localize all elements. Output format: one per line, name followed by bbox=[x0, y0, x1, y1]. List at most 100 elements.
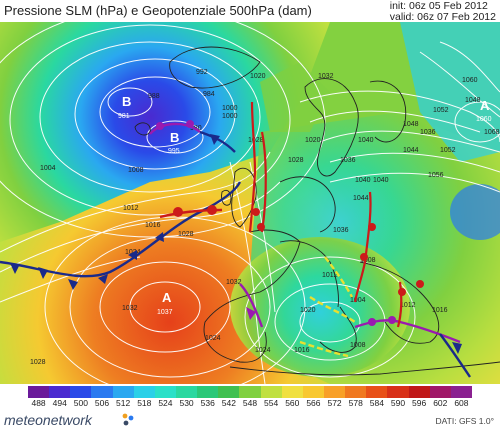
trough-uk bbox=[248, 101, 257, 233]
scale-swatch bbox=[91, 386, 113, 398]
isobar-label: 988 bbox=[148, 93, 160, 100]
isobar-label: 1068 bbox=[484, 129, 500, 136]
scale-swatch bbox=[218, 386, 240, 398]
isobar-label: 1024 bbox=[205, 335, 221, 342]
scale-label: 500 bbox=[73, 398, 88, 408]
occlusion-symbols bbox=[156, 120, 194, 130]
scale-label: 524 bbox=[158, 398, 173, 408]
scale-label: 578 bbox=[348, 398, 363, 408]
map-footer: meteonetwork DATI: GFS 1.0° bbox=[0, 410, 500, 432]
isobar-label: 1028 bbox=[178, 231, 194, 238]
isobar-label: 1016 bbox=[432, 307, 448, 314]
isobar-label: 1004 bbox=[40, 165, 56, 172]
isobar-label: 1040 bbox=[358, 137, 374, 144]
cold-front-ireland bbox=[199, 130, 236, 153]
scale-label: 512 bbox=[116, 398, 131, 408]
scale-label: 488 bbox=[31, 398, 46, 408]
isobar-label: 984 bbox=[203, 91, 215, 98]
isobar-label: 1056 bbox=[428, 172, 444, 179]
scale-label: 590 bbox=[390, 398, 406, 408]
occlusion-med-symbols bbox=[368, 316, 396, 326]
scale-swatch bbox=[450, 386, 472, 398]
warm-front-semicircles bbox=[173, 205, 217, 217]
scale-label: 584 bbox=[369, 398, 384, 408]
occluded-front-low bbox=[149, 122, 201, 135]
scale-label: 602 bbox=[433, 398, 448, 408]
meteonetwork-logo: meteonetwork bbox=[4, 412, 92, 428]
isobar-label: 1004 bbox=[350, 297, 366, 304]
isobar-label: 1044 bbox=[353, 195, 369, 202]
scale-swatch bbox=[408, 386, 430, 398]
isobar-label: 1052 bbox=[433, 107, 449, 114]
isobar-label: 1036 bbox=[333, 227, 349, 234]
isobar-labels: 992 988 984 980 1000 1004 1008 1012 1016… bbox=[30, 69, 500, 366]
trough-north-sea bbox=[260, 131, 267, 233]
geopotential-scale-labels: 488 494 500 506 512 518 524 530 536 542 548 554 560 5… bbox=[28, 398, 472, 410]
scale-swatch bbox=[366, 386, 388, 398]
map-header: Pressione SLM (hPa) e Geopotenziale 500h… bbox=[0, 0, 500, 23]
isobar-label: 1040 bbox=[373, 177, 389, 184]
high-symbol: A bbox=[480, 98, 490, 113]
scale-swatch bbox=[197, 386, 219, 398]
scale-label: 560 bbox=[285, 398, 300, 408]
isobar-label: 1020 bbox=[305, 137, 321, 144]
scale-swatch bbox=[112, 386, 134, 398]
isobar-label: 1060 bbox=[462, 77, 478, 84]
scale-label: 518 bbox=[137, 398, 152, 408]
cold-front-east-med-tri bbox=[452, 342, 462, 354]
cold-front-triangles bbox=[10, 232, 164, 290]
low-center-icelandic: B 981 bbox=[118, 94, 131, 120]
isobars bbox=[0, 22, 500, 384]
trough-yellow-alps bbox=[324, 256, 354, 298]
trough-central-europe bbox=[353, 191, 372, 303]
field-northeast bbox=[400, 22, 500, 162]
isobar-label: 1048 bbox=[403, 121, 419, 128]
init-date: init: 06z 05 Feb 2012 bbox=[389, 0, 488, 12]
trough-yellow-italy bbox=[309, 296, 356, 323]
scale-swatch bbox=[154, 386, 176, 398]
scale-label: 566 bbox=[306, 398, 321, 408]
isobar-label: 1012 bbox=[400, 302, 416, 309]
scale-swatch bbox=[260, 386, 282, 398]
cold-front-ireland-tri bbox=[210, 134, 220, 145]
scale-label: 548 bbox=[242, 398, 258, 408]
scale-swatch bbox=[28, 386, 50, 398]
cold-front-east-med bbox=[439, 333, 471, 378]
high-value: 1037 bbox=[157, 309, 173, 316]
isobar-label: 1040 bbox=[355, 177, 371, 184]
data-source: DATI: GFS 1.0° bbox=[435, 416, 494, 426]
scale-label: 494 bbox=[52, 398, 67, 408]
scale-swatch bbox=[429, 386, 451, 398]
scale-label: 596 bbox=[412, 398, 427, 408]
field-atlantic-low bbox=[0, 22, 330, 242]
scale-swatch bbox=[302, 386, 324, 398]
low-symbol: B bbox=[122, 94, 131, 109]
scale-label: 542 bbox=[221, 398, 236, 408]
scale-swatch bbox=[323, 386, 346, 398]
isobar-label: 1032 bbox=[226, 279, 242, 286]
isobar-label: 1048 bbox=[465, 97, 481, 104]
high-center-azores: A 1037 bbox=[157, 290, 173, 316]
field-med-low bbox=[230, 237, 410, 377]
low-center-secondary: B 995 bbox=[168, 130, 180, 155]
isobar-label: 992 bbox=[196, 69, 208, 76]
isobar-label: 1008 bbox=[128, 167, 144, 174]
low-value: 995 bbox=[168, 148, 180, 155]
isobar-label: 1020 bbox=[300, 307, 316, 314]
isobar-label: 1012 bbox=[322, 272, 338, 279]
scale-swatch bbox=[70, 386, 92, 398]
trough-yellow-south bbox=[299, 340, 349, 358]
trough-central-marks bbox=[360, 223, 376, 261]
isobar-label: 1028 bbox=[30, 359, 46, 366]
scale-label: 506 bbox=[94, 398, 110, 408]
scale-swatch bbox=[387, 386, 409, 398]
run-dates: init: 06z 05 Feb 2012 valid: 06z 07 Feb … bbox=[390, 1, 496, 23]
scale-swatch bbox=[345, 386, 367, 398]
isobar-label: 1028 bbox=[248, 137, 264, 144]
isobar-label: 1036 bbox=[340, 157, 356, 164]
scale-label: 572 bbox=[327, 398, 342, 408]
cold-front-atlantic bbox=[0, 181, 242, 278]
scale-swatch bbox=[133, 386, 155, 398]
isobar-label: 1012 bbox=[123, 205, 139, 212]
coastlines bbox=[134, 46, 500, 376]
